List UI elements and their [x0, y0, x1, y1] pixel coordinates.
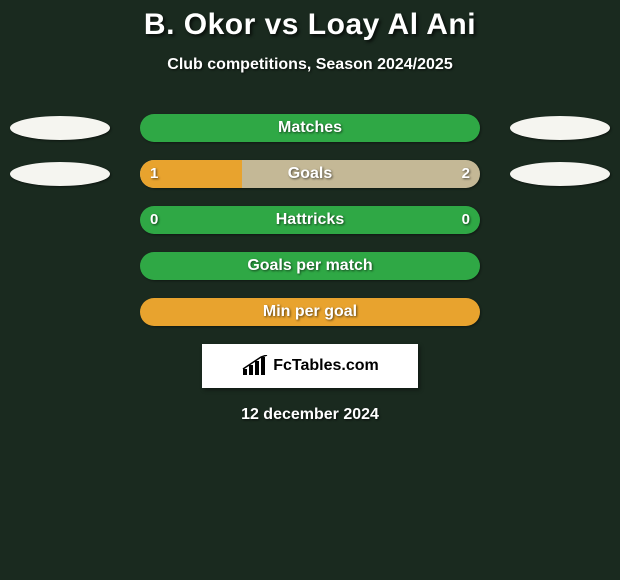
stat-bar: Goals per match	[140, 252, 480, 280]
player2-value-oval	[510, 162, 610, 186]
watermark-badge: FcTables.com	[202, 344, 418, 388]
stat-row: Matches	[0, 114, 620, 142]
date-line: 12 december 2024	[0, 406, 620, 424]
stat-value-player1: 0	[150, 206, 158, 234]
bar-chart-icon	[241, 355, 269, 377]
page-title: B. Okor vs Loay Al Ani	[0, 8, 620, 42]
bar-background	[140, 206, 480, 234]
player2-value-oval	[510, 116, 610, 140]
player1-value-oval	[10, 116, 110, 140]
bar-background	[140, 114, 480, 142]
bars-host: MatchesGoals12Hattricks00Goals per match…	[0, 114, 620, 326]
bar-background	[140, 252, 480, 280]
stat-value-player2: 2	[462, 160, 470, 188]
stat-row: Hattricks00	[0, 206, 620, 234]
stat-row: Min per goal	[0, 298, 620, 326]
bar-background	[140, 298, 480, 326]
stat-row: Goals per match	[0, 252, 620, 280]
comparison-infographic: B. Okor vs Loay Al Ani Club competitions…	[0, 0, 620, 424]
subtitle: Club competitions, Season 2024/2025	[0, 56, 620, 74]
stat-bar: Min per goal	[140, 298, 480, 326]
stat-bar: Matches	[140, 114, 480, 142]
player1-value-oval	[10, 162, 110, 186]
stat-value-player1: 1	[150, 160, 158, 188]
watermark-text: FcTables.com	[273, 357, 379, 375]
stat-bar: Goals12	[140, 160, 480, 188]
stat-bar: Hattricks00	[140, 206, 480, 234]
stat-row: Goals12	[0, 160, 620, 188]
stat-value-player2: 0	[462, 206, 470, 234]
